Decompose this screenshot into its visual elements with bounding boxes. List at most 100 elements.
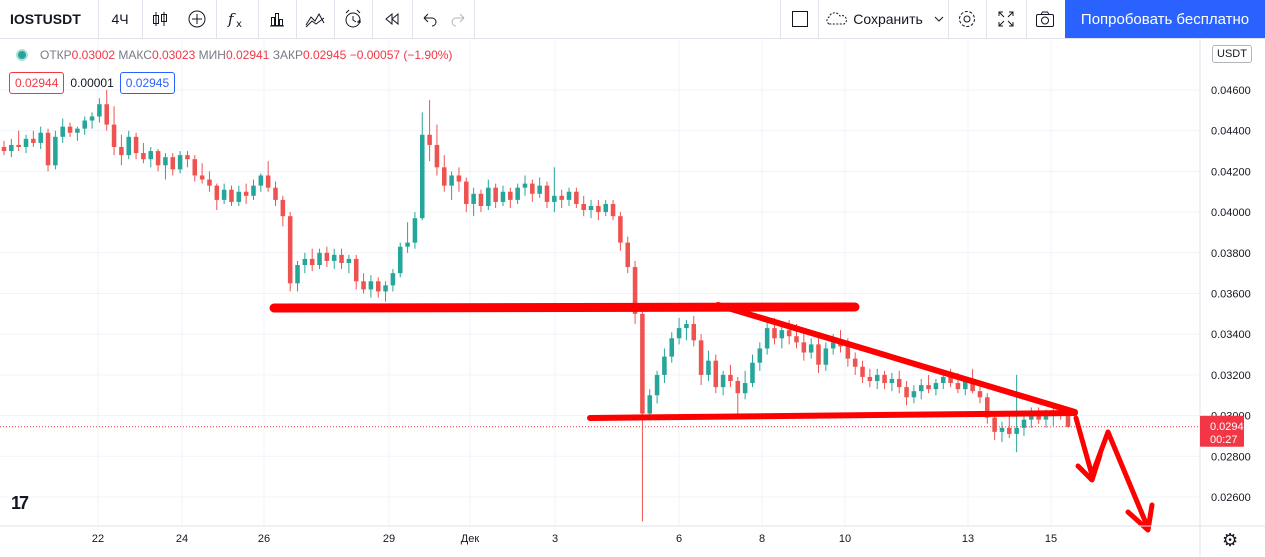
currency-badge[interactable]: USDT [1212, 45, 1252, 63]
y-tick-label: 0.03400 [1211, 329, 1251, 341]
candle-body [896, 378, 902, 388]
alert-button[interactable] [334, 0, 372, 38]
candle-body [713, 360, 719, 388]
layout-button[interactable] [782, 0, 818, 38]
chart-type-button[interactable] [142, 0, 178, 38]
undo-button[interactable] [414, 0, 444, 38]
last-price-label: 0.02945 [1210, 421, 1250, 433]
candle-body [801, 342, 807, 353]
candle-body [625, 242, 630, 268]
financials-button[interactable] [296, 0, 334, 38]
candle-body [163, 157, 168, 166]
candle-body [9, 144, 14, 152]
candle-body [508, 191, 513, 200]
add-indicator-icon [188, 10, 206, 28]
candle-body [544, 185, 550, 202]
axes: 0.026000.028000.030000.032000.034000.036… [0, 39, 1265, 557]
candle-body [970, 381, 975, 392]
drawings [0, 302, 1200, 533]
candle-body [830, 342, 836, 349]
fullscreen-button[interactable] [986, 0, 1026, 38]
close-value: 0.02945 [302, 48, 347, 62]
candle-body [273, 187, 278, 200]
candle-body [926, 385, 931, 390]
market-status-icon [16, 49, 28, 61]
resistance-line [269, 302, 860, 313]
candle-body [574, 191, 579, 204]
candle-body [302, 258, 308, 266]
toolbar-divider [818, 0, 819, 38]
try-free-button[interactable]: Попробовать бесплатно [1065, 0, 1265, 38]
candle-body [258, 175, 264, 186]
candle-body [933, 383, 939, 390]
candle-body [662, 356, 667, 375]
candle-body [764, 328, 770, 349]
candle-body [640, 313, 645, 414]
toolbar-divider [986, 0, 987, 38]
interval-selector[interactable]: 4Ч [111, 11, 129, 27]
candle-body [456, 175, 462, 182]
last-price-label-bg [1200, 415, 1244, 447]
support-line [587, 410, 1078, 421]
candle-body [985, 397, 990, 418]
arrow-head-1 [1075, 452, 1103, 483]
buy-price-button[interactable]: 0.02945 [119, 72, 176, 94]
x-tick-label: 8 [759, 533, 765, 545]
snapshot-button[interactable] [1026, 0, 1064, 38]
redo-button[interactable] [444, 0, 474, 38]
templates-button[interactable] [258, 0, 296, 38]
candle-body [823, 348, 829, 365]
candle-body [860, 366, 865, 377]
candle-body [38, 132, 43, 143]
sell-price-button[interactable]: 0.02944 [9, 72, 65, 94]
candle-body [742, 383, 748, 394]
compare-button[interactable] [178, 0, 216, 38]
camera-icon [1036, 11, 1054, 27]
candle-body [962, 381, 968, 390]
candle-body [786, 330, 792, 337]
candle-body [1029, 415, 1034, 420]
descending-trendline [715, 302, 1078, 415]
candle-body [940, 376, 946, 384]
save-button[interactable]: Сохранить [820, 0, 948, 38]
high-label: МАКС [118, 48, 152, 62]
chart-settings-gear-icon[interactable]: ⚙ [1222, 530, 1239, 550]
candle-body [757, 348, 763, 363]
candle-body [75, 128, 80, 133]
candle-body [397, 246, 403, 274]
toolbar-divider [296, 0, 297, 38]
candle-body [618, 216, 623, 243]
tradingview-logo-icon[interactable]: 17 [11, 493, 29, 513]
toolbar-divider [372, 0, 373, 38]
candle-body [442, 167, 447, 186]
symbol-search[interactable]: IOSTUSDT [10, 11, 81, 27]
countdown-label: 00:27 [1210, 434, 1238, 446]
undo-icon [423, 13, 437, 27]
toolbar-divider [948, 0, 949, 38]
candle-body [478, 193, 484, 206]
candle-body [419, 134, 425, 219]
candle-body [243, 191, 249, 196]
settings-button[interactable] [948, 0, 986, 38]
candle-body [537, 185, 542, 194]
candle-body [23, 138, 29, 147]
candle-body [214, 185, 220, 200]
x-tick-label: 29 [383, 533, 395, 545]
candle-body [412, 218, 418, 243]
candle-body [500, 191, 506, 202]
bars-compare-icon [270, 13, 284, 27]
replay-button[interactable] [372, 0, 412, 38]
candle-body [1, 146, 7, 152]
candle-body [889, 378, 895, 384]
layout-icon [792, 11, 808, 27]
price-chart[interactable]: 0.026000.028000.030000.032000.034000.036… [0, 39, 1265, 557]
candle-body [530, 183, 535, 194]
candle-body [464, 181, 469, 204]
x-tick-label: 13 [962, 533, 974, 545]
candle-body [779, 330, 785, 339]
arrow-head-2 [1125, 502, 1155, 533]
open-label: ОТКР [40, 48, 72, 62]
x-tick-label: 22 [92, 533, 104, 545]
